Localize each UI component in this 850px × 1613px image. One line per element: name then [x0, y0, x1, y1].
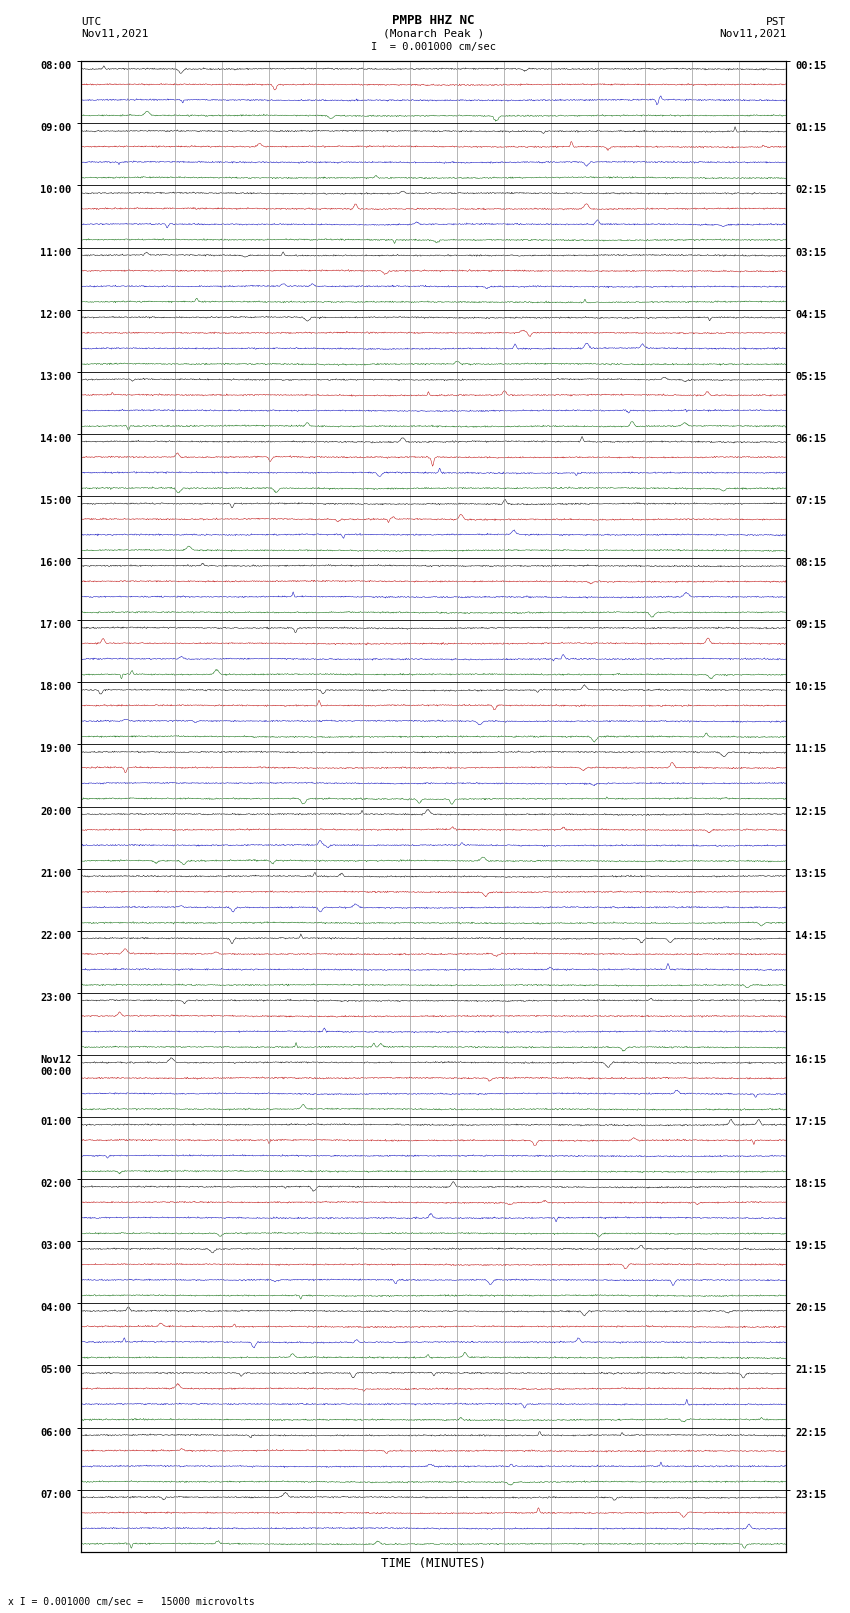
X-axis label: TIME (MINUTES): TIME (MINUTES) [381, 1557, 486, 1571]
Text: x I = 0.001000 cm/sec =   15000 microvolts: x I = 0.001000 cm/sec = 15000 microvolts [8, 1597, 255, 1607]
Text: UTC: UTC [81, 18, 101, 27]
Text: Nov11,2021: Nov11,2021 [719, 29, 786, 39]
Text: PMPB HHZ NC: PMPB HHZ NC [392, 15, 475, 27]
Text: PST: PST [766, 18, 786, 27]
Text: Nov11,2021: Nov11,2021 [81, 29, 148, 39]
Text: (Monarch Peak ): (Monarch Peak ) [382, 29, 484, 39]
Text: I  = 0.001000 cm/sec: I = 0.001000 cm/sec [371, 42, 496, 52]
